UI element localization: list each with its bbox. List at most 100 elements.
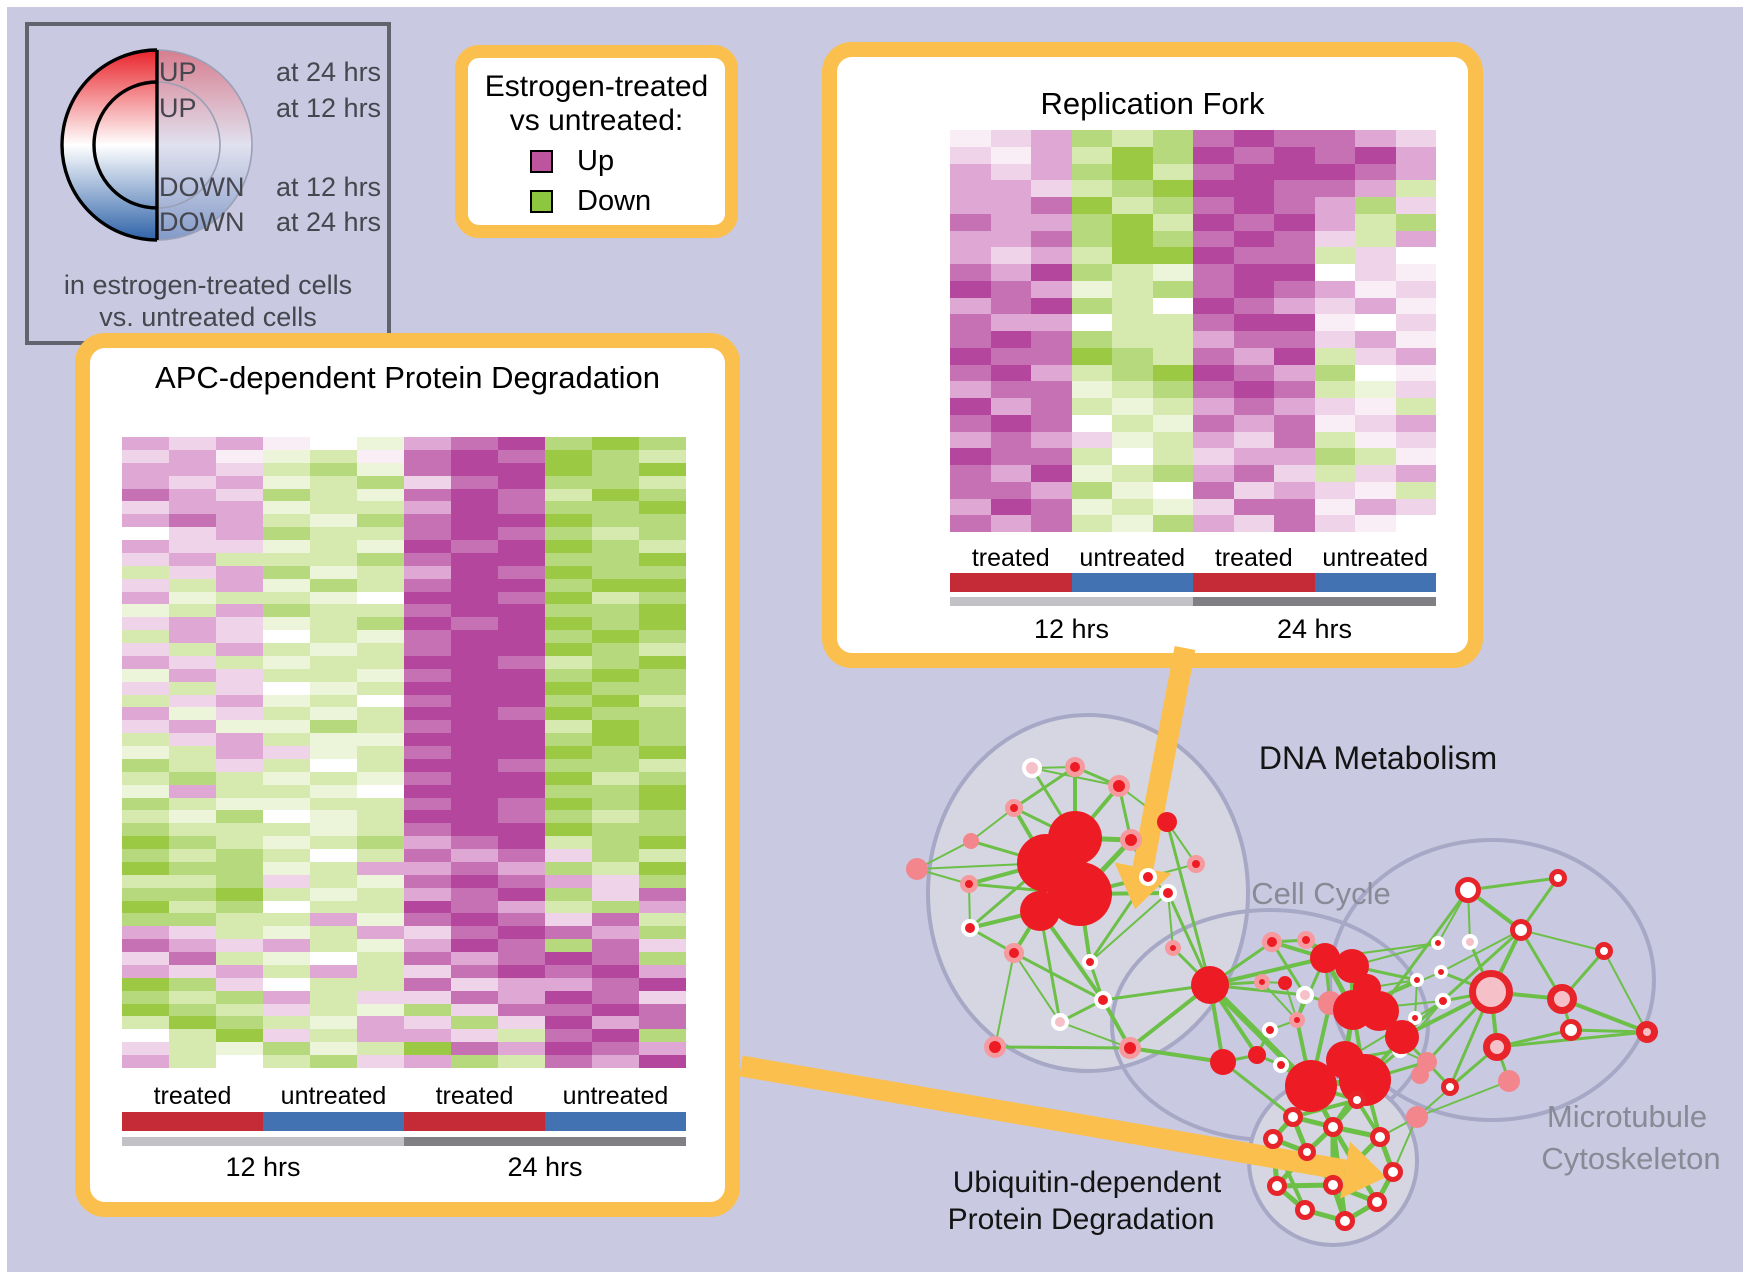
heatmap-cell (310, 836, 357, 850)
rf-treated-bar (950, 573, 1072, 592)
heatmap-cell (592, 771, 639, 785)
heatmap-cell (357, 643, 404, 656)
heatmap-cell (1071, 180, 1112, 197)
heatmap-cell (451, 514, 498, 528)
heatmap-cell (310, 681, 357, 695)
heatmap-cell (1233, 280, 1274, 298)
heatmap-cell (545, 694, 592, 708)
heatmap-cell (451, 552, 498, 566)
heatmap-cell (639, 939, 686, 953)
heatmap-cell (122, 604, 169, 618)
heatmap-cell (263, 681, 310, 695)
gene-node (1408, 1011, 1422, 1025)
heatmap-cell (1314, 515, 1355, 532)
heatmap-cell (1112, 146, 1153, 164)
heatmap-cell (592, 643, 639, 656)
heatmap-cell (357, 604, 404, 618)
heatmap-cell (1152, 481, 1193, 499)
network-edge (1073, 784, 1121, 840)
heatmap-cell (169, 720, 216, 734)
heatmap-cell (357, 861, 404, 875)
heatmap-cell (498, 913, 545, 927)
heatmap-cell (990, 213, 1031, 231)
heatmap-cell (592, 630, 639, 644)
heatmap-cell (1355, 180, 1396, 197)
heatmap-cell (310, 887, 357, 901)
heatmap-cell (1233, 331, 1274, 348)
heatmap-cell (169, 694, 216, 708)
heatmap-cell (451, 1003, 498, 1017)
heatmap-cell (592, 836, 639, 850)
heatmap-cell (639, 1003, 686, 1017)
heatmap-cell (592, 565, 639, 579)
network-edge (1350, 964, 1369, 990)
network-edge (1255, 1029, 1272, 1056)
heatmap-cell (1031, 280, 1072, 298)
heatmap-cell (1071, 481, 1112, 499)
heatmap-cell (545, 578, 592, 592)
rf-untreated-bar (1314, 573, 1436, 592)
heatmap-cell (1112, 197, 1153, 214)
apc-panel-title: APC-dependent Protein Degradation (155, 360, 660, 395)
heatmap-cell (1031, 213, 1072, 231)
heatmap-cell (357, 514, 404, 528)
heatmap-cell (357, 1003, 404, 1017)
heatmap-cell (639, 475, 686, 489)
heatmap-cell (122, 836, 169, 850)
heatmap-cell (545, 952, 592, 965)
heatmap-cell (451, 900, 498, 914)
heatmap-cell (950, 280, 991, 298)
heatmap-cell (216, 746, 263, 759)
heatmap-cell (1071, 163, 1112, 181)
network-edge (1038, 910, 1062, 1023)
apc-time-label: 12 hrs (225, 1152, 301, 1182)
heatmap-cell (1193, 163, 1234, 181)
heatmap-cell (122, 552, 169, 566)
heatmap-cell (592, 1016, 639, 1030)
network-edge (1309, 1002, 1332, 1087)
heatmap-cell (1071, 213, 1112, 231)
heatmap-cell (310, 552, 357, 566)
heatmap-cell (1193, 381, 1234, 398)
heatmap-cell (216, 540, 263, 553)
heatmap-cell (451, 1042, 498, 1056)
heatmap-cell (263, 604, 310, 618)
heatmap-cell (1193, 515, 1234, 532)
heatmap-cell (404, 668, 451, 682)
heatmap-cell (1314, 314, 1355, 331)
heatmap-cell (1071, 314, 1112, 331)
network-edge (916, 868, 970, 885)
heatmap-cell (169, 449, 216, 463)
heatmap-cell (545, 1029, 592, 1043)
heatmap-cell (263, 939, 310, 953)
ring-time: at 12 hrs (276, 172, 382, 202)
apc-time-bar (122, 1137, 404, 1146)
heatmap-cell (639, 810, 686, 824)
cluster-label: Cell Cycle (1251, 876, 1391, 911)
heatmap-cell (404, 501, 451, 515)
heatmap-cell (263, 591, 310, 605)
heatmap-cell (216, 591, 263, 605)
heatmap-cell (639, 578, 686, 592)
heatmap-cell (310, 900, 357, 914)
heatmap-cell (1112, 314, 1153, 331)
heatmap-cell (216, 462, 263, 476)
heatmap-cell (1314, 414, 1355, 432)
heatmap-cell (263, 462, 310, 476)
heatmap-cell (990, 247, 1031, 264)
heatmap-cell (404, 591, 451, 605)
heatmap-cell (950, 130, 991, 147)
heatmap-cell (1152, 130, 1193, 147)
rf-time-label: 12 hrs (1033, 614, 1110, 644)
heatmap-cell (1274, 130, 1315, 147)
gene-node (1353, 974, 1381, 1002)
network-edge (1561, 997, 1648, 1034)
heatmap-cell (1193, 130, 1234, 147)
heatmap-cell (216, 836, 263, 850)
gene-node (1262, 1022, 1278, 1038)
heatmap-cell (310, 733, 357, 747)
heatmap-cell (498, 861, 545, 875)
heatmap-cell (1112, 213, 1153, 231)
heatmap-cell (545, 707, 592, 721)
heatmap-cell (950, 163, 991, 181)
